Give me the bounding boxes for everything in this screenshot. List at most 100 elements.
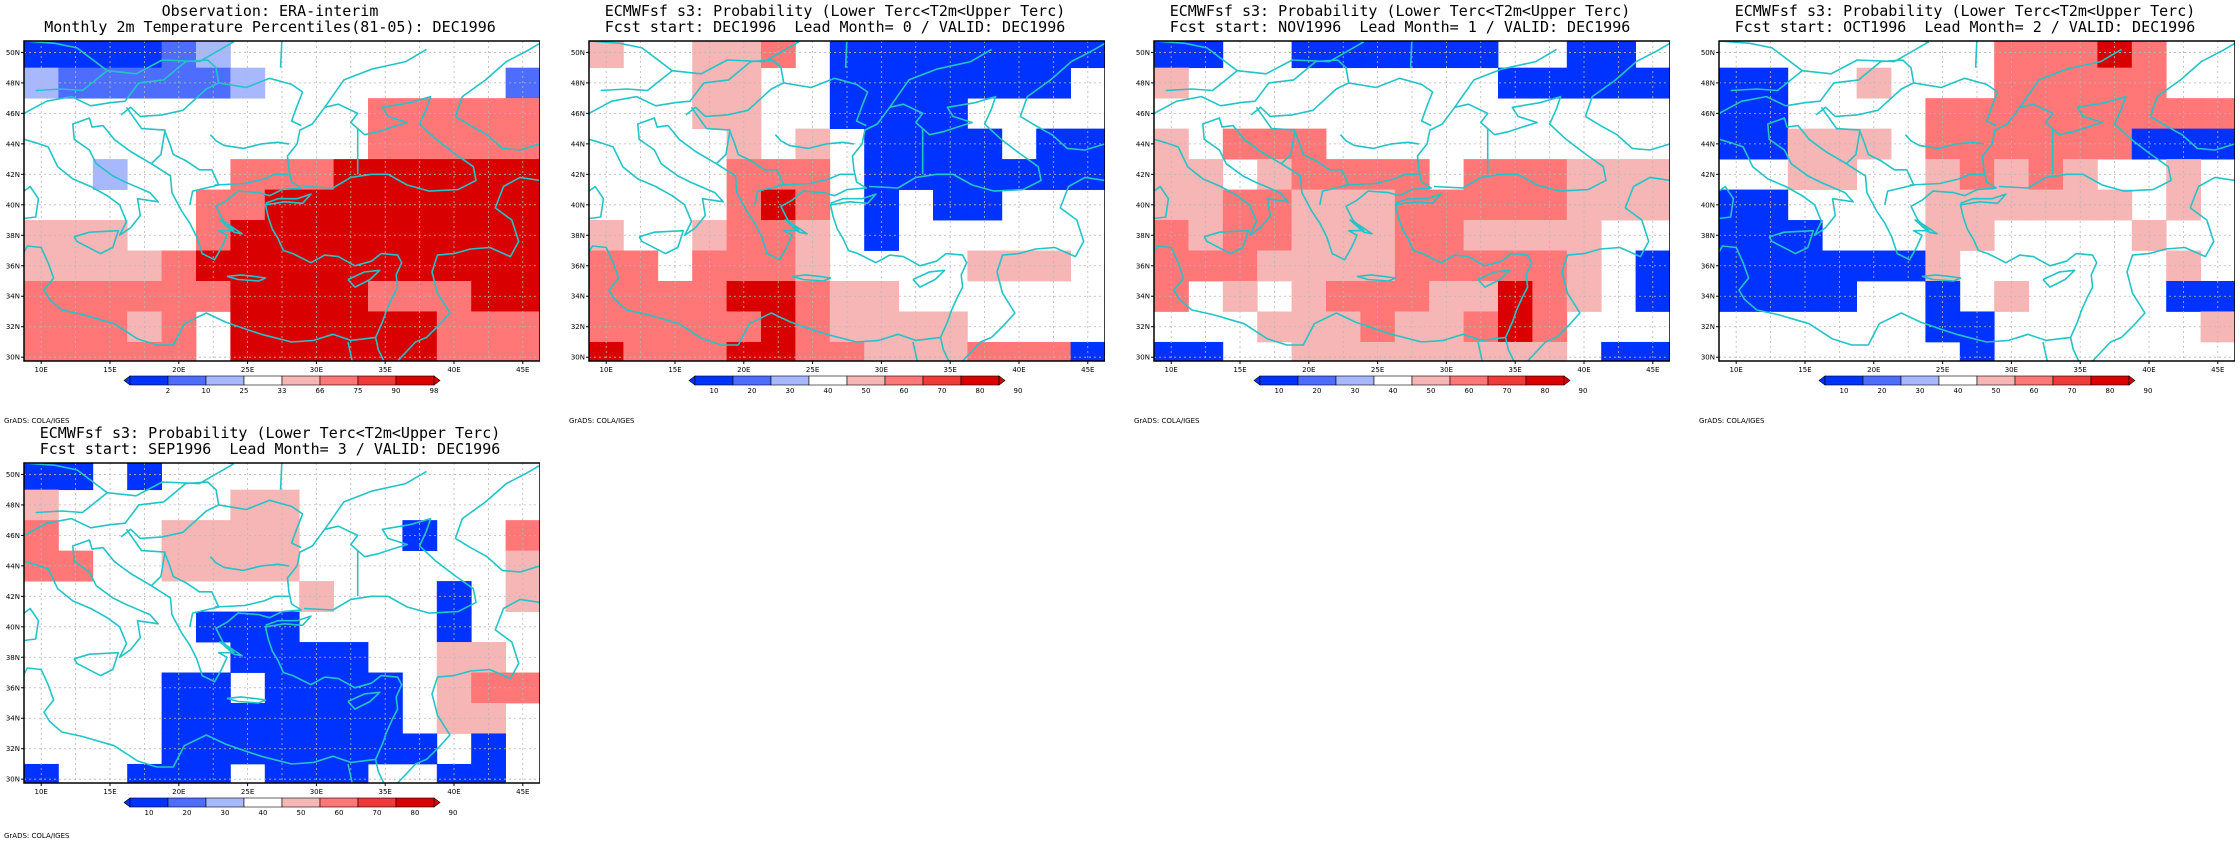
panel-title-line1: ECMWFsf s3: Probability (Lower Terc<T2m<… bbox=[1734, 2, 2196, 20]
map-plot-lead2: 30N 32N 34N 36N 38N 40N 42N 44N 46N 48N 50N 10E 15E 2… bbox=[1701, 40, 2235, 395]
lat-tick-label: 40N bbox=[1136, 201, 1150, 209]
colorbar-arrow-left bbox=[1818, 375, 1826, 386]
colorbar-swatch bbox=[1824, 375, 1864, 386]
coastline bbox=[1527, 176, 1670, 361]
coastline bbox=[1154, 41, 1238, 92]
grid-cell bbox=[1154, 41, 1189, 69]
coastline bbox=[218, 499, 304, 549]
colorbar-label: 50 bbox=[297, 809, 306, 817]
coastline bbox=[1154, 95, 1607, 261]
lon-tick-label: 10E bbox=[600, 366, 613, 374]
colorbar-swatch bbox=[1976, 375, 2016, 386]
lat-tick-label: 46N bbox=[1701, 110, 1715, 118]
coastline bbox=[1477, 341, 1483, 361]
coastline bbox=[638, 229, 685, 255]
lon-tick-label: 10E bbox=[1165, 366, 1178, 374]
lon-tick-label: 20E bbox=[172, 366, 185, 374]
colorbar-swatch bbox=[1259, 375, 1299, 386]
coastline bbox=[214, 173, 289, 186]
lat-tick-label: 50N bbox=[1701, 49, 1715, 57]
coastline bbox=[1348, 77, 1434, 127]
coastline bbox=[1719, 95, 2172, 261]
lon-tick-label: 40E bbox=[1012, 366, 1025, 374]
grid-cell bbox=[1994, 41, 2029, 69]
coastline bbox=[1909, 173, 1984, 186]
lat-tick-label: 32N bbox=[571, 323, 585, 331]
coastline bbox=[783, 77, 869, 127]
colorbar-label: 30 bbox=[1351, 387, 1360, 395]
colorbar-label: 80 bbox=[2106, 387, 2115, 395]
lat-tick-label: 30N bbox=[6, 776, 20, 784]
coastline bbox=[1921, 274, 1962, 282]
coastlines bbox=[1154, 41, 1670, 361]
coastline bbox=[1349, 219, 1373, 235]
coastline bbox=[454, 464, 540, 539]
colorbar-swatch bbox=[732, 375, 772, 386]
colorbar-label: 40 bbox=[1954, 387, 1963, 395]
colorbar-swatch bbox=[770, 375, 810, 386]
grid-cell bbox=[1429, 41, 1464, 69]
coastline bbox=[347, 691, 381, 710]
coastline bbox=[107, 41, 235, 75]
colorbar-label: 10 bbox=[145, 809, 154, 817]
lon-tick-label: 15E bbox=[103, 366, 116, 374]
plot-frame bbox=[1718, 40, 2235, 362]
colorbar-label: 66 bbox=[316, 387, 325, 395]
coastline bbox=[912, 269, 946, 288]
colorbar-swatch bbox=[281, 797, 321, 808]
coastline bbox=[347, 269, 381, 288]
graticule bbox=[24, 41, 540, 361]
lat-tick-label: 38N bbox=[1136, 232, 1150, 240]
lon-tick-label: 40E bbox=[447, 366, 460, 374]
coastline bbox=[226, 696, 267, 704]
grads-credit: GrADS: COLA/IGES bbox=[4, 417, 70, 425]
lat-tick-label: 42N bbox=[1701, 171, 1715, 179]
colorbar: 10 20 30 40 50 60 70 80 90 bbox=[1253, 375, 1588, 395]
lat-tick-label: 36N bbox=[1136, 262, 1150, 270]
colorbar-swatch bbox=[205, 797, 245, 808]
coastline bbox=[397, 598, 540, 783]
lon-tick-label: 35E bbox=[2074, 366, 2087, 374]
coastline bbox=[73, 651, 120, 677]
coastline bbox=[209, 134, 290, 150]
coastline bbox=[347, 341, 353, 361]
colorbar-swatch bbox=[129, 797, 169, 808]
coastline bbox=[1914, 219, 1938, 235]
grid-cell bbox=[1601, 41, 1636, 69]
colorbar-label: 75 bbox=[354, 387, 363, 395]
lon-tick-label: 20E bbox=[737, 366, 750, 374]
lat-tick-label: 50N bbox=[6, 471, 20, 479]
colorbar-swatch bbox=[357, 375, 397, 386]
lon-tick-label: 15E bbox=[1798, 366, 1811, 374]
lat-tick-label: 32N bbox=[1136, 323, 1150, 331]
colorbar-swatch bbox=[319, 375, 359, 386]
lat-tick-label: 48N bbox=[6, 79, 20, 87]
coastline bbox=[939, 337, 950, 361]
lat-tick-label: 44N bbox=[1701, 140, 1715, 148]
colorbar: 10 20 30 40 50 60 70 80 90 bbox=[688, 375, 1022, 395]
colorbar: 2 10 25 33 66 75 90 98 bbox=[123, 375, 441, 395]
lon-tick-label: 25E bbox=[806, 366, 819, 374]
lat-tick-label: 36N bbox=[6, 262, 20, 270]
colorbar-swatch bbox=[922, 375, 962, 386]
coastline bbox=[125, 106, 166, 165]
lon-tick-label: 25E bbox=[241, 788, 254, 796]
lon-tick-label: 40E bbox=[2142, 366, 2155, 374]
colorbar-label: 90 bbox=[1579, 387, 1588, 395]
lat-tick-label: 48N bbox=[1701, 79, 1715, 87]
panel-lead0: ECMWFsf s3: Probability (Lower Terc<T2m<… bbox=[565, 0, 1105, 425]
lat-tick-label: 38N bbox=[1701, 232, 1715, 240]
coastline bbox=[1019, 42, 1105, 117]
grid-cell bbox=[967, 41, 1003, 69]
colorbar-label: 70 bbox=[938, 387, 947, 395]
coastline bbox=[2042, 269, 2076, 288]
coastline bbox=[1584, 42, 1670, 117]
lon-tick-label: 10E bbox=[35, 788, 48, 796]
lat-tick-label: 34N bbox=[6, 715, 20, 723]
graticule bbox=[1719, 41, 2235, 361]
lat-tick-label: 32N bbox=[1701, 323, 1715, 331]
lat-tick-label: 38N bbox=[6, 654, 20, 662]
colorbar-swatch bbox=[281, 375, 321, 386]
colorbar-swatch bbox=[1862, 375, 1902, 386]
lon-tick-label: 15E bbox=[103, 788, 116, 796]
